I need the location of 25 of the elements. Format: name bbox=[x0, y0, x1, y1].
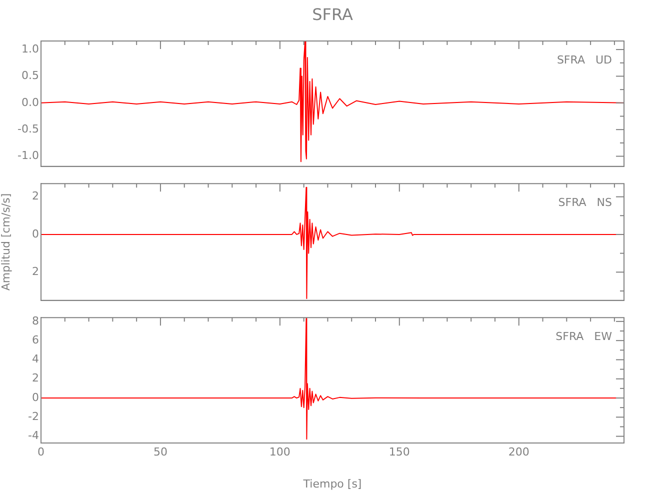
y-tick-label: 0.0 bbox=[22, 96, 39, 109]
y-tick-label: 8 bbox=[32, 314, 39, 328]
y-tick-label: 0.5 bbox=[22, 69, 39, 82]
y-tick-label: 2 bbox=[32, 265, 39, 278]
x-axis-title: Tiempo [s] bbox=[302, 477, 362, 490]
annotation: SFRA EW bbox=[556, 330, 612, 343]
x-tick-label: 50 bbox=[153, 445, 168, 458]
annotation: SFRA NS bbox=[558, 196, 612, 209]
y-tick-label: 0 bbox=[32, 227, 39, 240]
y-tick-label: -4 bbox=[28, 429, 39, 442]
x-tick-label: 200 bbox=[508, 445, 530, 458]
x-tick-label: 150 bbox=[388, 445, 410, 458]
y-tick-label: 6 bbox=[32, 333, 39, 346]
chart-title: SFRA bbox=[312, 5, 353, 24]
x-tick-label: 100 bbox=[269, 445, 290, 458]
y-tick-label: 1.0 bbox=[22, 42, 39, 56]
y-tick-label: -1.0 bbox=[18, 149, 39, 162]
y-tick-label: 2 bbox=[32, 372, 39, 385]
y-tick-label: 2 bbox=[32, 190, 39, 203]
y-axis-title: Amplitud [cm/s/s] bbox=[0, 193, 12, 291]
y-tick-label: 0 bbox=[32, 390, 39, 404]
annotation: SFRA UD bbox=[556, 53, 612, 66]
y-tick-label: -0.5 bbox=[18, 122, 39, 136]
y-tick-label: -2 bbox=[28, 410, 39, 424]
y-tick-label: 4 bbox=[32, 352, 39, 366]
